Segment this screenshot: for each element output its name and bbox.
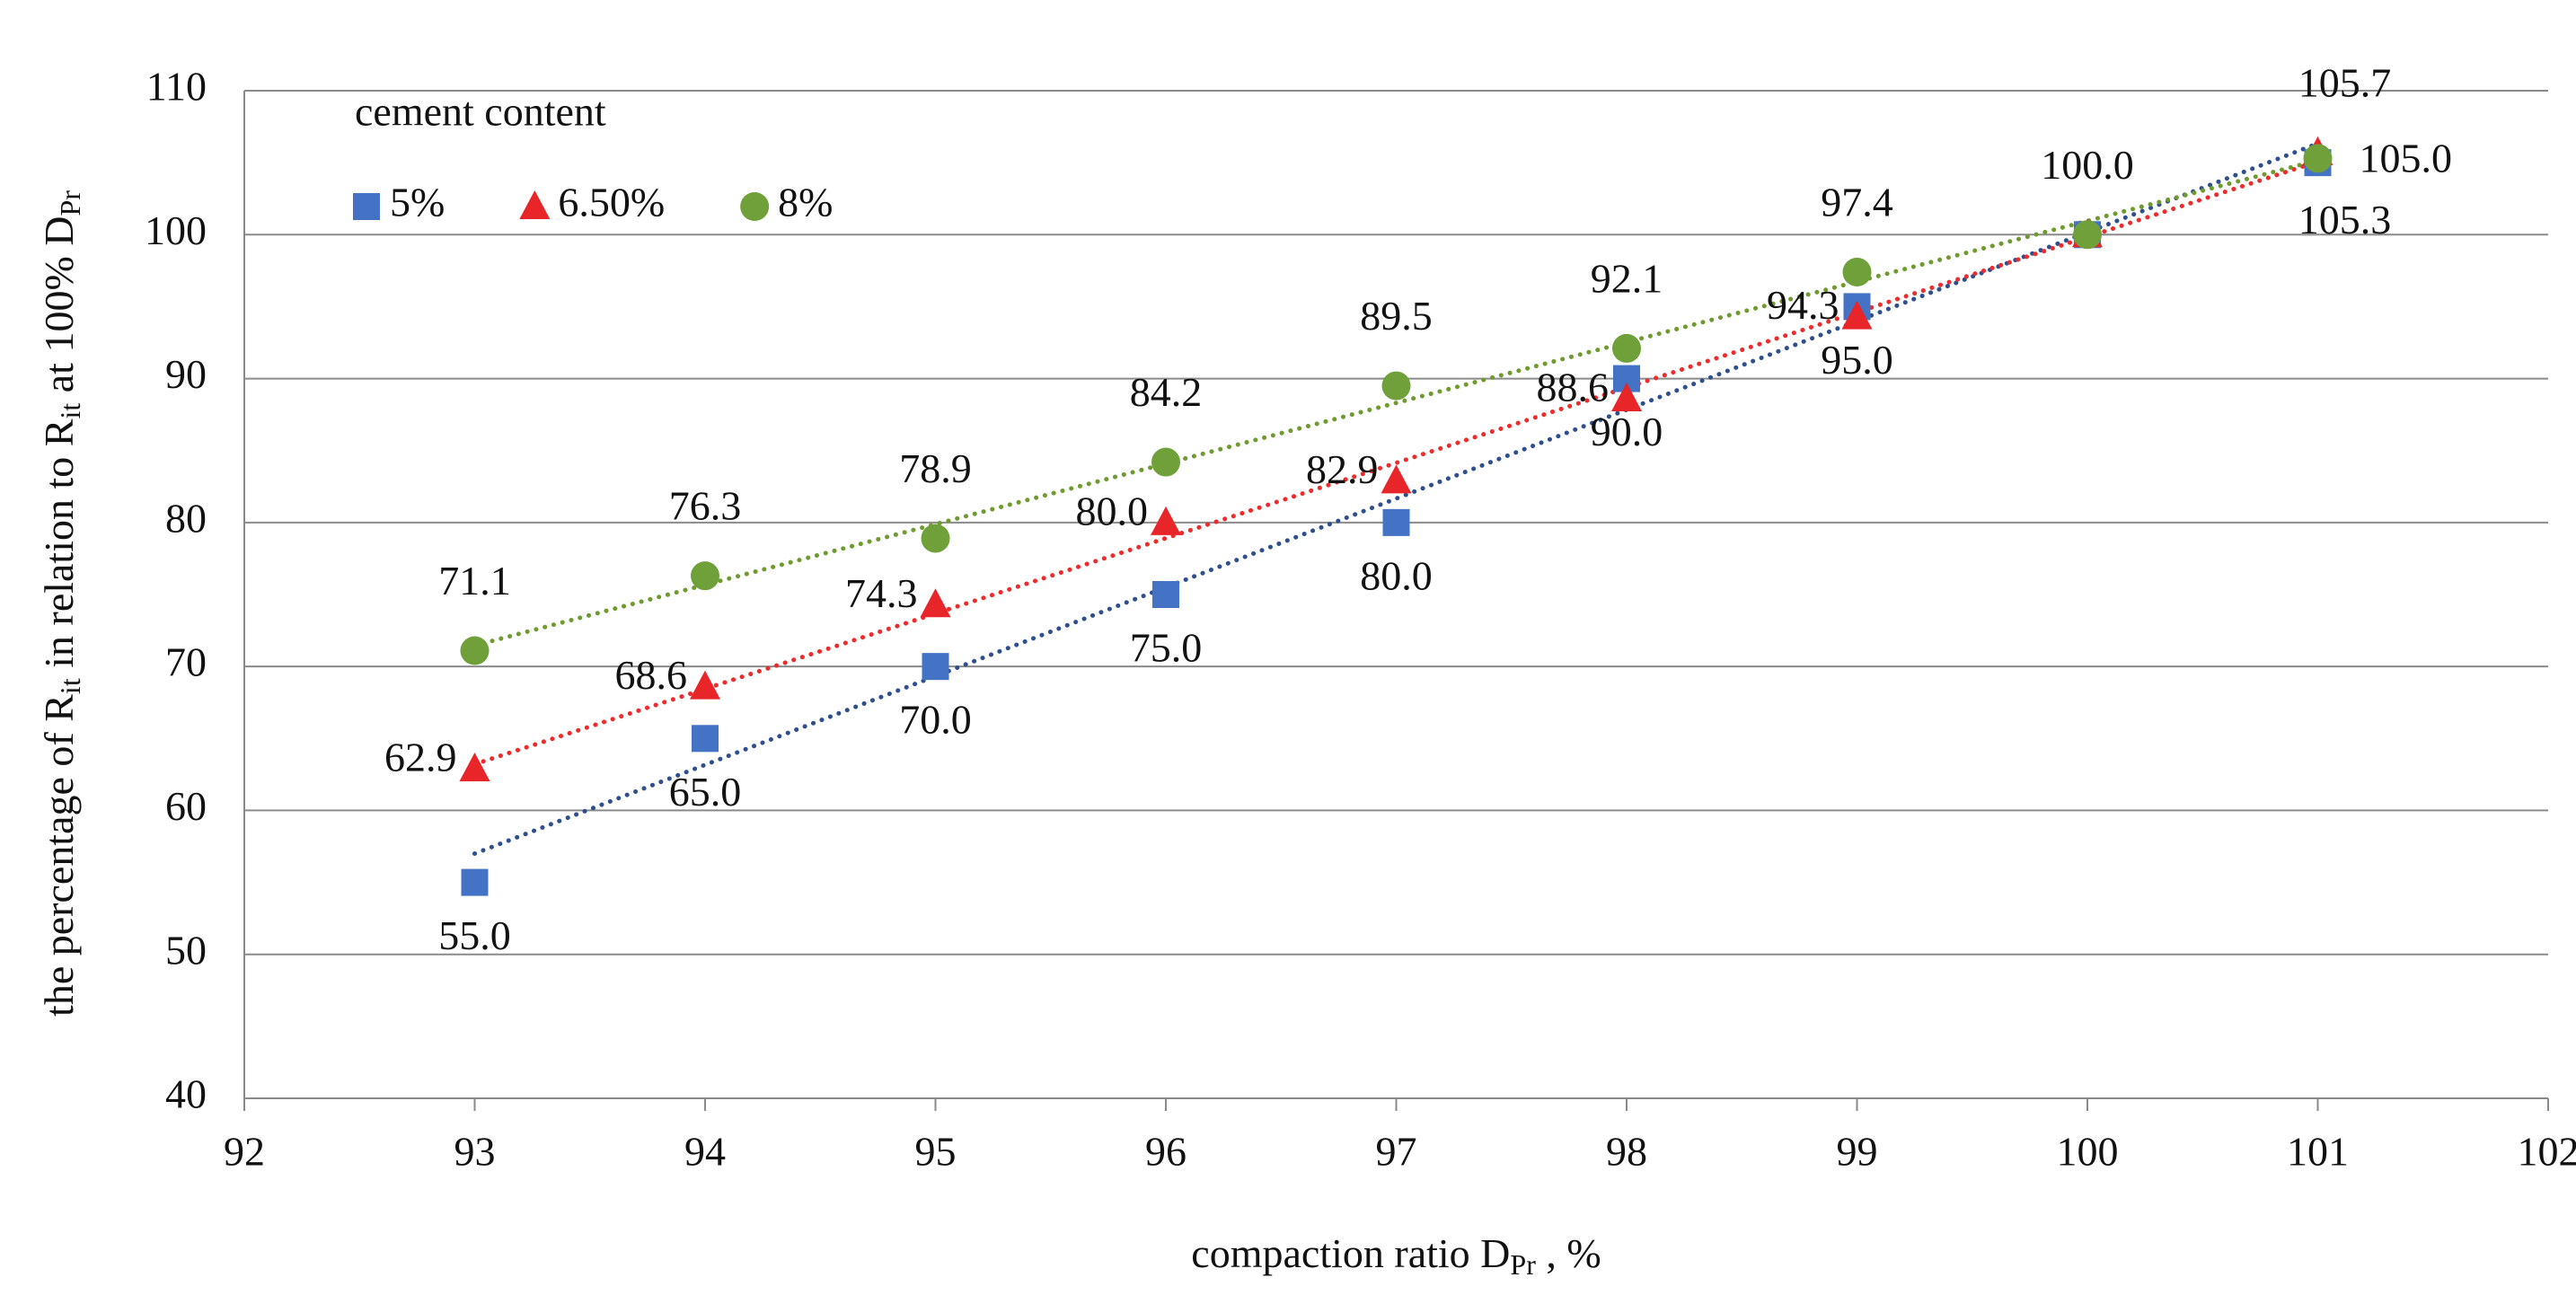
x-tick-label: 93: [454, 1129, 496, 1175]
y-axis-title-part: the percentage of R: [36, 694, 82, 1017]
legend-label: 6.50%: [558, 180, 665, 225]
data-point: [1841, 300, 1873, 330]
x-tick-label: 95: [915, 1129, 957, 1175]
data-label: 95.0: [1821, 337, 1893, 383]
y-tick-label: 90: [165, 351, 207, 397]
data-label: 89.5: [1360, 293, 1433, 339]
data-label: 82.9: [1306, 446, 1379, 492]
data-label: 74.3: [845, 570, 918, 616]
x-axis-title-sub: Pr: [1510, 1248, 1536, 1281]
data-point: [459, 752, 490, 781]
data-label: 105.7: [2298, 59, 2392, 105]
x-tick-label: 94: [684, 1129, 726, 1175]
x-tick-label: 99: [1837, 1129, 1878, 1175]
data-label: 97.4: [1821, 180, 1893, 225]
data-label: 62.9: [384, 735, 457, 780]
data-label: 94.3: [1767, 282, 1839, 328]
legend-label: 5%: [390, 180, 445, 225]
y-tick-label: 100: [145, 207, 207, 253]
data-label: 88.6: [1537, 365, 1610, 410]
data-label: 84.2: [1130, 369, 1203, 415]
data-label: 70.0: [899, 697, 972, 743]
data-label: 65.0: [669, 769, 742, 815]
data-label: 105.3: [2298, 197, 2392, 242]
data-point: [460, 636, 490, 665]
trendline: [472, 141, 2320, 857]
y-axis-title: the percentage of Rit in relation to Rit…: [36, 190, 87, 1017]
legend-title: cement content: [355, 89, 606, 135]
x-axis-title-part: compaction ratio D: [1191, 1230, 1510, 1276]
data-point: [920, 588, 951, 618]
x-tick-label: 96: [1145, 1129, 1187, 1175]
y-tick-label: 80: [165, 495, 207, 541]
data-point: [2073, 220, 2102, 250]
data-point: [1382, 508, 1410, 536]
data-point: [1611, 383, 1642, 412]
data-label: 105.0: [2360, 136, 2453, 181]
legend-label: 8%: [778, 180, 833, 225]
x-tick-label: 100: [2057, 1129, 2119, 1175]
x-tick-label: 92: [224, 1129, 265, 1175]
data-point: [1381, 464, 1412, 494]
x-tick-label: 97: [1376, 1129, 1417, 1175]
data-point: [461, 868, 489, 896]
data-label: 80.0: [1076, 488, 1149, 533]
trendline: [472, 159, 2320, 767]
x-tick-label: 102: [2518, 1129, 2576, 1175]
data-point: [1151, 506, 1181, 535]
y-tick-label: 50: [165, 927, 207, 973]
y-axis-title-part: in relation to R: [36, 418, 82, 678]
data-point: [1151, 447, 1180, 477]
data-label: 78.9: [899, 445, 972, 491]
data-point: [922, 653, 949, 681]
data-point: [2303, 144, 2333, 173]
data-label: 71.1: [438, 558, 511, 603]
data-label: 90.0: [1591, 409, 1663, 454]
y-axis-title-sub: it: [54, 678, 86, 694]
y-tick-label: 70: [165, 639, 207, 685]
data-point: [921, 524, 950, 553]
data-point: [1152, 581, 1179, 608]
data-point: [690, 670, 720, 700]
y-tick-label: 40: [165, 1071, 207, 1117]
y-axis-title-sub: it: [54, 403, 86, 419]
data-label: 68.6: [615, 652, 688, 698]
legend-marker: [740, 192, 770, 221]
data-point: [691, 561, 719, 591]
y-axis-title-part: at 100% D: [36, 216, 82, 403]
x-axis-title: compaction ratio DPr , %: [1191, 1230, 1601, 1282]
y-tick-label: 110: [146, 64, 207, 110]
y-tick-label: 60: [165, 783, 207, 829]
data-label: 100.0: [2041, 142, 2134, 188]
data-point: [692, 725, 719, 753]
data-point: [1612, 333, 1641, 363]
data-label: 55.0: [438, 912, 511, 958]
data-label: 92.1: [1591, 255, 1663, 301]
data-label: 75.0: [1130, 625, 1203, 671]
data-point: [1842, 257, 1872, 286]
x-tick-label: 98: [1606, 1129, 1647, 1175]
y-axis-title-sub: Pr: [54, 190, 86, 216]
legend-marker: [353, 193, 380, 220]
x-axis-title-part: , %: [1536, 1230, 1601, 1276]
trendline: [472, 158, 2320, 648]
data-point: [1381, 371, 1411, 401]
data-label: 80.0: [1360, 552, 1433, 598]
legend-marker: [519, 190, 551, 219]
x-tick-label: 101: [2287, 1129, 2349, 1175]
data-label: 76.3: [669, 483, 742, 529]
